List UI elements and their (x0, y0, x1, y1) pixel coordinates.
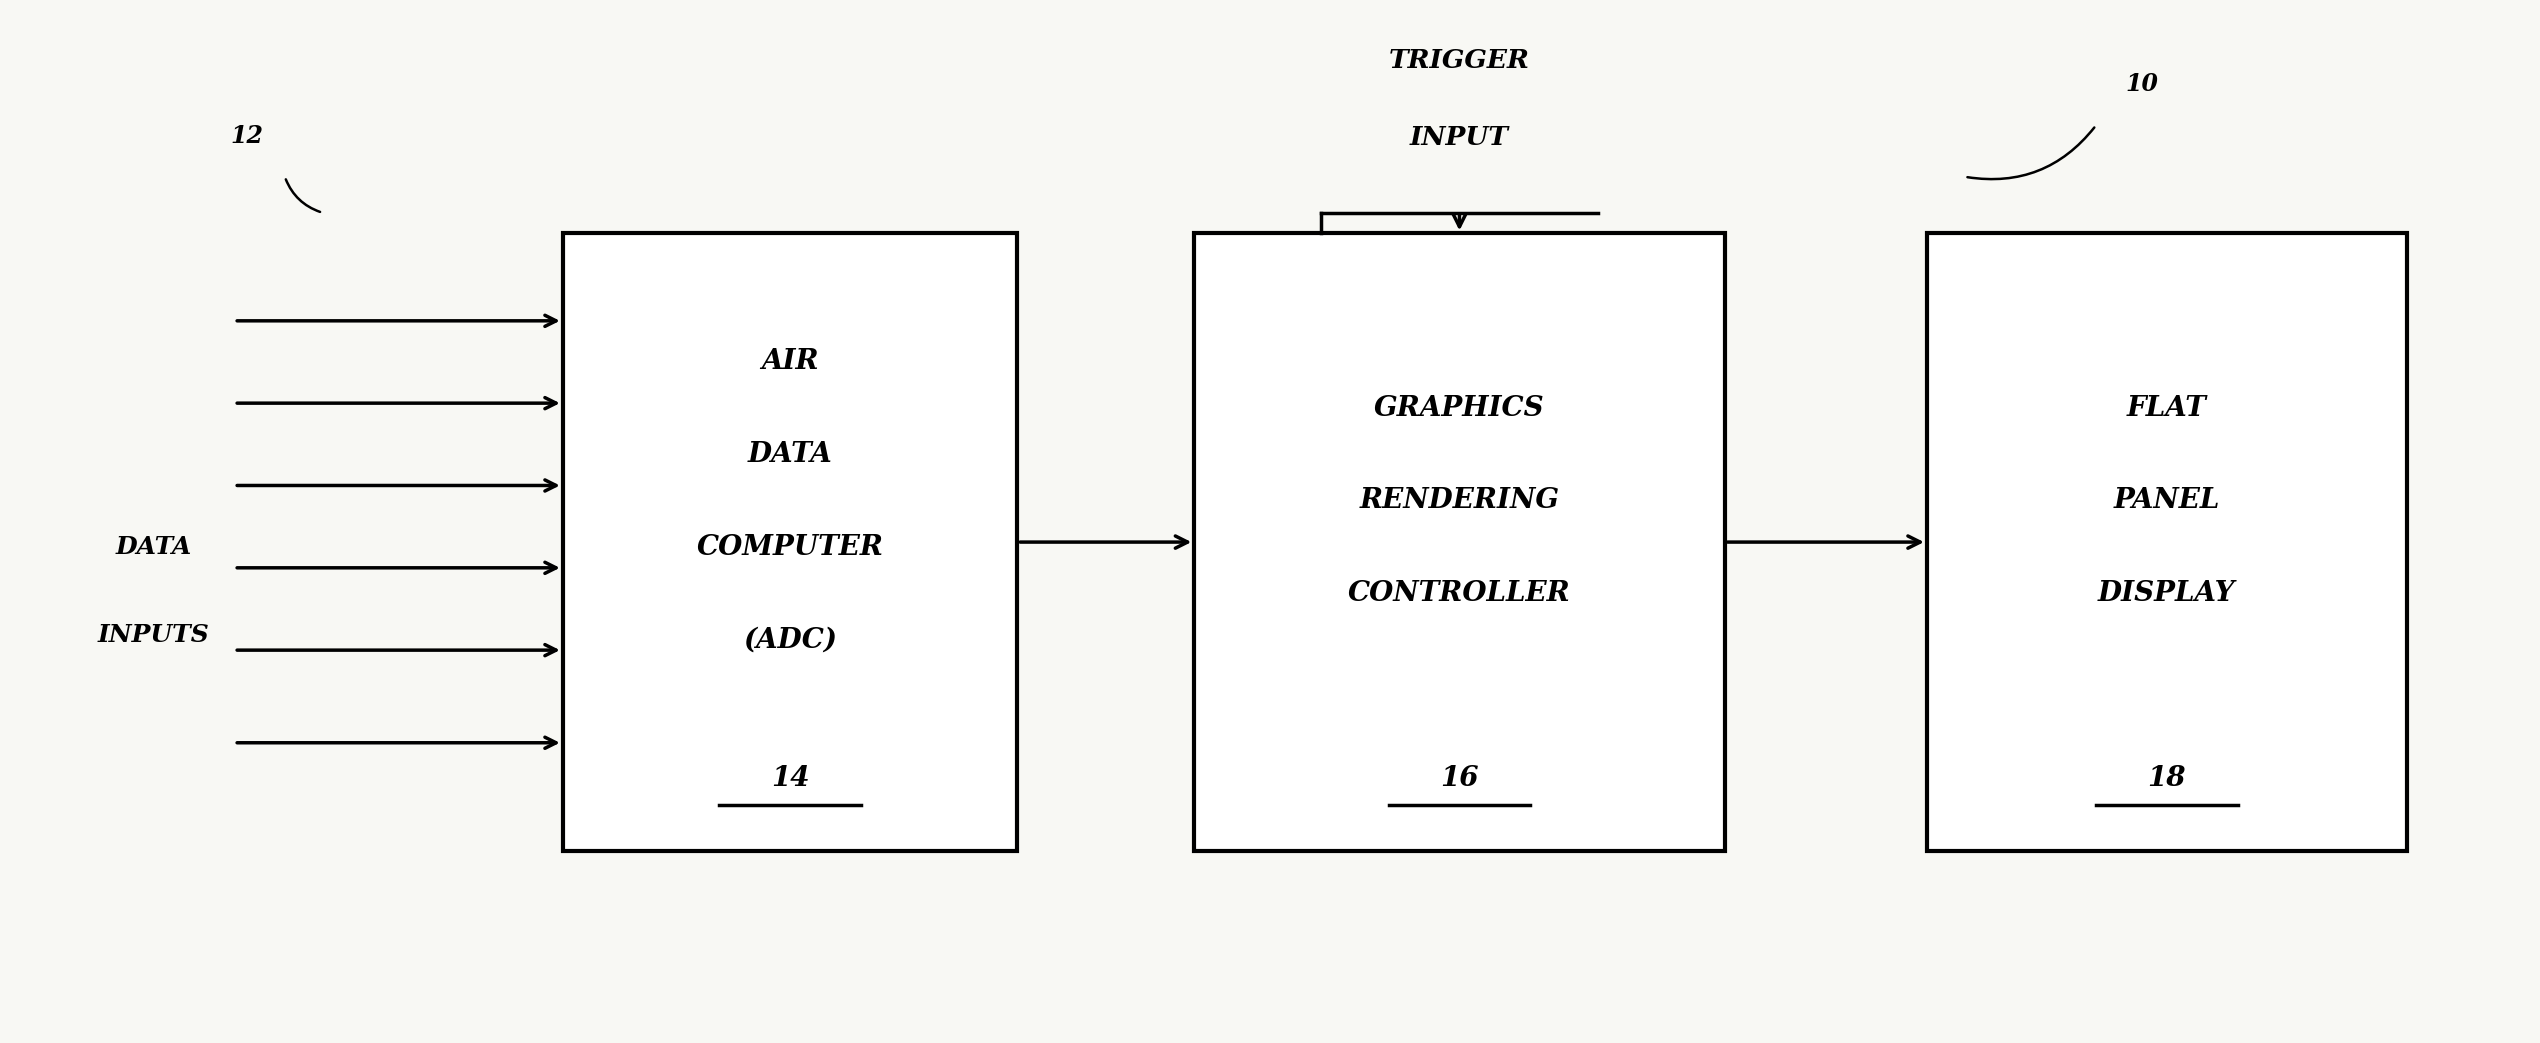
Text: COMPUTER: COMPUTER (696, 534, 884, 561)
Text: INPUT: INPUT (1410, 125, 1509, 150)
Text: AIR: AIR (762, 348, 818, 375)
Text: 16: 16 (1440, 766, 1478, 793)
Text: (ADC): (ADC) (744, 627, 838, 653)
Text: FLAT: FLAT (2126, 395, 2207, 421)
Text: 10: 10 (2126, 72, 2159, 96)
Text: 18: 18 (2146, 766, 2187, 793)
Text: RENDERING: RENDERING (1359, 487, 1560, 514)
Text: 12: 12 (231, 123, 264, 147)
Text: TRIGGER: TRIGGER (1389, 48, 1529, 73)
Text: DISPLAY: DISPLAY (2098, 580, 2235, 607)
Text: DATA: DATA (114, 535, 190, 559)
Text: 14: 14 (770, 766, 810, 793)
Text: INPUTS: INPUTS (97, 623, 208, 647)
Text: CONTROLLER: CONTROLLER (1349, 580, 1570, 607)
Bar (1928, 234, 2408, 851)
Bar (564, 234, 1019, 851)
Bar (1194, 234, 1725, 851)
Text: GRAPHICS: GRAPHICS (1374, 395, 1544, 421)
Text: PANEL: PANEL (2113, 487, 2220, 514)
Text: DATA: DATA (747, 441, 833, 468)
